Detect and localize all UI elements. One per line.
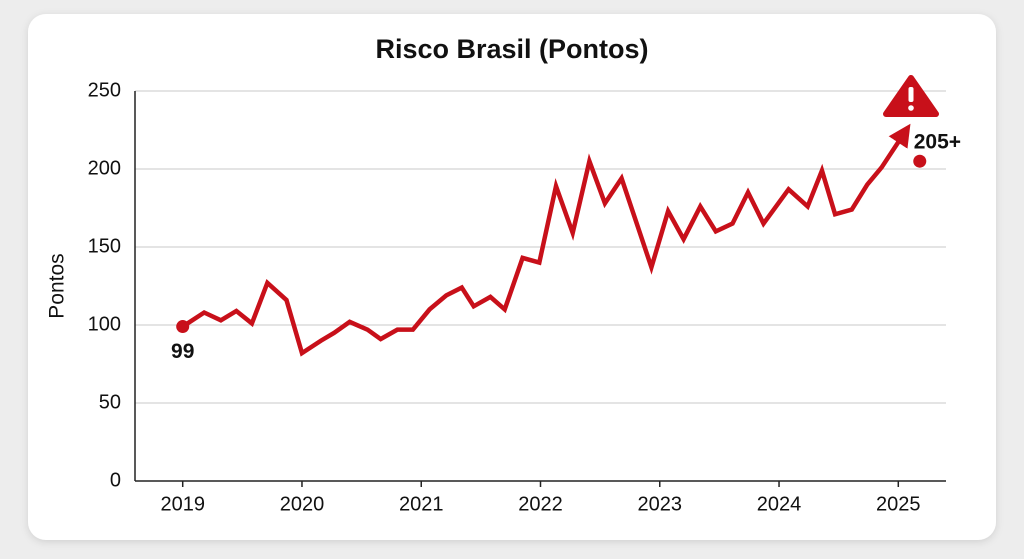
y-axis-label: Pontos [46, 253, 69, 318]
annotation-dot [176, 320, 190, 334]
plot: 99 205+ [171, 123, 961, 363]
grid: 0 50 100 150 200 250 2019 2020 2021 2022 2023 2024 2… [88, 79, 946, 515]
y-tick-label: 50 [99, 391, 121, 413]
y-tick-label: 100 [88, 313, 121, 335]
x-tick-label: 2019 [160, 493, 205, 515]
x-tick-label: 2023 [638, 493, 683, 515]
annotation-label: 205+ [914, 131, 961, 154]
annotation-label: 99 [171, 340, 194, 363]
warning-icon [883, 75, 939, 117]
y-tick-label: 150 [88, 235, 121, 257]
x-tick-label: 2022 [518, 493, 563, 515]
card [28, 14, 996, 540]
series-line [181, 123, 911, 357]
warning-bar [908, 87, 914, 102]
y-tick-label: 250 [88, 79, 121, 101]
y-tick-label: 200 [88, 157, 121, 179]
annotation-dot [913, 154, 927, 168]
x-tick-label: 2020 [280, 493, 325, 515]
chart-title: Risco Brasil (Pontos) [375, 34, 648, 64]
y-tick-label: 0 [110, 469, 121, 491]
x-tick-label: 2025 [876, 493, 921, 515]
warning-dot [908, 105, 914, 111]
x-tick-label: 2024 [757, 493, 802, 515]
x-tick-label: 2021 [399, 493, 444, 515]
